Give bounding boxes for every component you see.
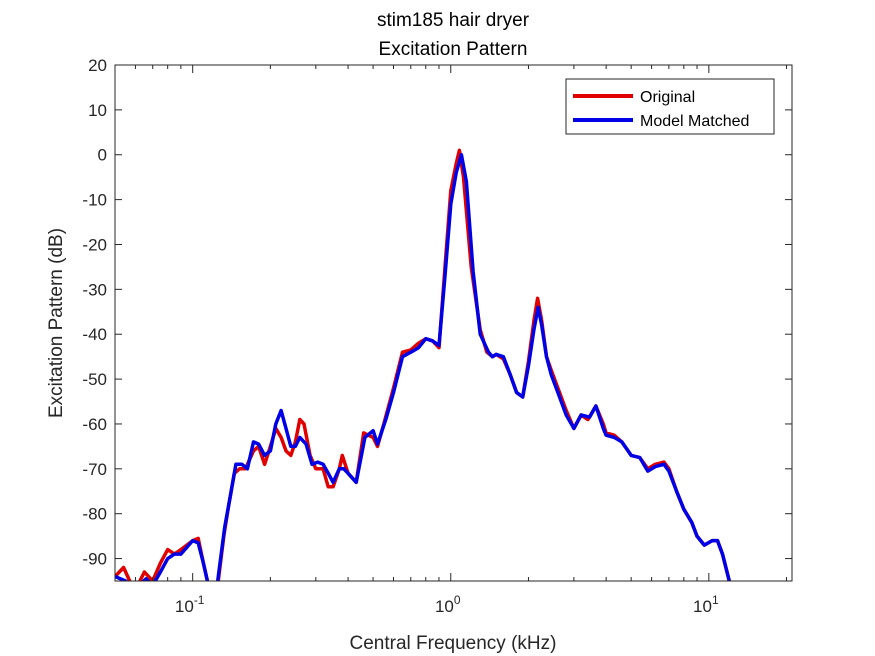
y-tick-label: -70 (82, 460, 107, 479)
y-tick-label: -50 (82, 370, 107, 389)
x-tick-label: 10-1 (175, 593, 205, 616)
legend-label-original: Original (640, 89, 695, 106)
chart-title: stim185 hair dryer (377, 10, 530, 31)
y-tick-label: -20 (82, 235, 107, 254)
y-tick-label: -60 (82, 415, 107, 434)
series-line-model-matched (115, 152, 732, 581)
y-tick-label: -40 (82, 325, 107, 344)
y-tick-label: 10 (88, 101, 107, 120)
y-tick-label: -30 (82, 280, 107, 299)
legend-label-model-matched: Model Matched (640, 113, 749, 130)
x-axis-label: Central Frequency (kHz) (350, 633, 557, 654)
y-tick-label: -80 (82, 505, 107, 524)
chart-subtitle: Excitation Pattern (379, 39, 528, 60)
series-line-original (115, 148, 732, 581)
legend: Original Model Matched (565, 78, 775, 135)
y-axis-label: Excitation Pattern (dB) (46, 228, 67, 418)
plot-area-frame (114, 64, 793, 582)
y-tick-label: -10 (82, 191, 107, 210)
x-tick-label: 100 (435, 593, 461, 616)
series-layer (115, 148, 732, 581)
y-tick-label: 0 (98, 146, 107, 165)
y-tick-label: -90 (82, 550, 107, 569)
y-tick-label: 20 (88, 56, 107, 75)
x-tick-label: 101 (693, 593, 719, 616)
legend-box (565, 78, 775, 135)
